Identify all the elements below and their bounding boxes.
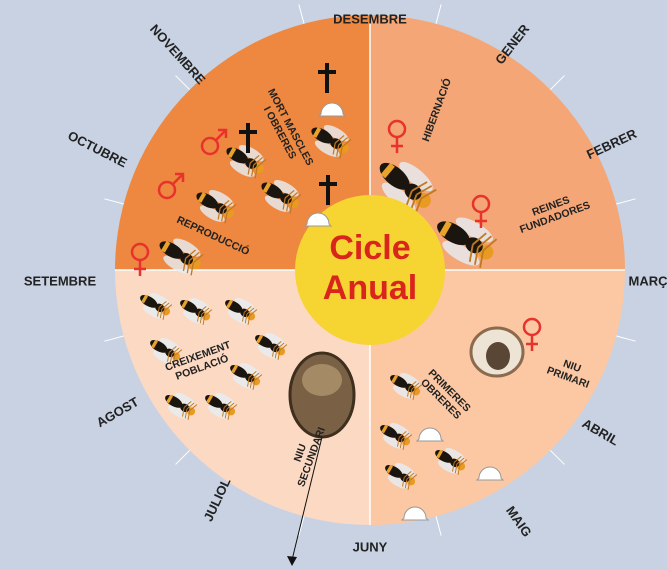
tick xyxy=(176,76,190,90)
nest-primary xyxy=(471,328,523,376)
tick xyxy=(616,199,635,204)
month-label: MARÇ xyxy=(629,273,667,288)
cross xyxy=(318,70,336,74)
cross xyxy=(246,123,250,153)
month-label: FEBRER xyxy=(584,126,639,162)
month-label: JULIOL xyxy=(200,475,233,523)
month-label: OCTUBRE xyxy=(65,128,129,171)
cycle-diagram: Cicle Anual DESEMBRE GENER FEBRER MARÇ A… xyxy=(0,0,667,570)
month-label: MAIG xyxy=(503,503,535,539)
cross xyxy=(325,63,329,93)
month-label: ABRIL xyxy=(580,416,622,449)
cross xyxy=(319,182,337,186)
tick xyxy=(436,4,441,23)
cross xyxy=(326,175,330,205)
center-title: Anual xyxy=(323,269,417,307)
tick xyxy=(104,336,123,341)
tick xyxy=(550,76,564,90)
cross xyxy=(239,130,257,134)
tick xyxy=(176,450,190,464)
month-label: SETEMBRE xyxy=(24,273,97,288)
month-label: JUNY xyxy=(353,539,388,554)
tick xyxy=(616,336,635,341)
center-title: Cicle xyxy=(329,229,410,267)
tick xyxy=(299,516,304,535)
page: {"center":{"line1":"Cicle","line2":"Anua… xyxy=(0,0,667,570)
tick xyxy=(436,516,441,535)
tick xyxy=(550,450,564,464)
month-label: AGOST xyxy=(94,394,142,430)
month-label: DESEMBRE xyxy=(333,11,407,26)
tick xyxy=(104,199,123,204)
tick xyxy=(299,4,304,23)
